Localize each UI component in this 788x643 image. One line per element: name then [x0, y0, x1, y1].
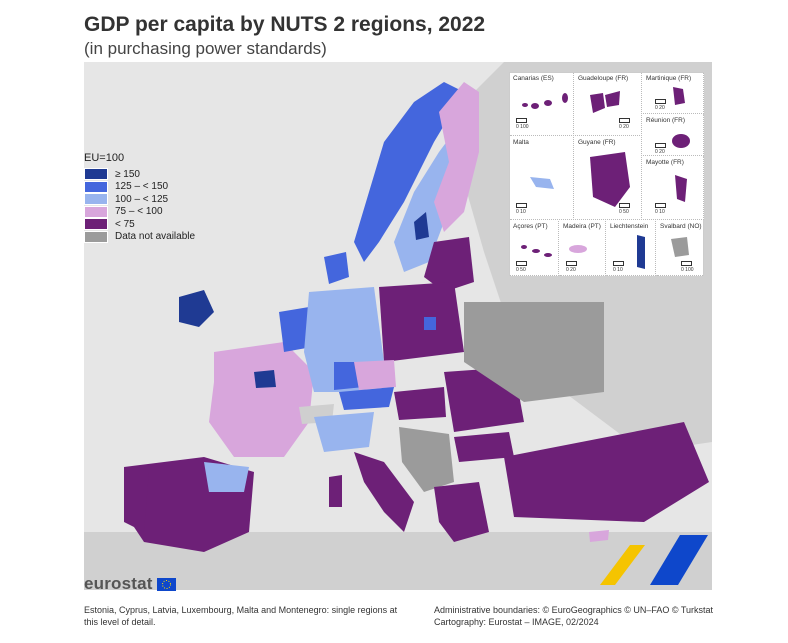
france-region [209, 342, 314, 457]
legend: EU=100 ≥ 150 125 – < 150 100 – < 125 75 … [84, 152, 195, 243]
liechtenstein-shape [637, 235, 645, 269]
legend-swatch [84, 230, 108, 243]
svalbard-shape [671, 237, 689, 257]
madeira-shape [569, 245, 587, 253]
scale-bar: 0 10 [613, 261, 624, 273]
eurostat-logo: eurostat [84, 574, 176, 594]
ukraine-region [464, 302, 604, 402]
africa-landmass [84, 532, 712, 590]
western-balkans-region [399, 427, 454, 492]
cyprus-region [589, 530, 609, 542]
guyane-shape [590, 152, 630, 207]
legend-label: 100 – < 125 [115, 193, 169, 205]
poland-region [379, 282, 464, 362]
logo-text: eurostat [84, 574, 153, 593]
legend-item: < 75 [84, 218, 195, 231]
inset-reunion: Réunion (FR) 0 20 [643, 115, 704, 156]
bulgaria-region [454, 432, 514, 462]
scale-bar: 0 20 [655, 143, 666, 155]
malta-shape [530, 177, 554, 189]
legend-label: ≥ 150 [115, 168, 140, 180]
legend-item: 125 – < 150 [84, 180, 195, 194]
eu-flag-icon [156, 577, 176, 591]
legend-label: Data not available [115, 231, 196, 243]
mayotte-shape [675, 175, 687, 202]
legend-swatch [84, 193, 108, 206]
inset-acores: Açores (PT) 0 50 [510, 221, 559, 276]
scale-bar: 0 20 [655, 99, 666, 111]
legend-label: 75 – < 100 [115, 206, 163, 218]
finland-region [434, 82, 479, 232]
inset-madeira: Madeira (PT) 0 20 [560, 221, 606, 276]
inset-svalbard: Svalbard (NO) 0 100 [657, 221, 703, 276]
inset-guadeloupe: Guadeloupe (FR) 0 20 [575, 73, 642, 136]
legend-swatch [84, 180, 108, 193]
italy-south-region [354, 452, 414, 532]
inset-mayotte: Mayotte (FR) 0 10 [643, 157, 704, 220]
map-title: GDP per capita by NUTS 2 regions, 2022 [84, 13, 486, 36]
stockholm-region [414, 212, 429, 240]
denmark-region [324, 252, 349, 284]
scale-bar: 0 20 [619, 118, 630, 130]
turkey-region [504, 422, 709, 522]
inset-maps-panel: Canarias (ES) 0 100 Guadeloupe (FR) 0 20… [509, 72, 704, 276]
legend-item: 75 – < 100 [84, 205, 195, 219]
scale-bar: 0 100 [516, 118, 529, 130]
warsaw-region [424, 317, 436, 330]
inset-martinique: Martinique (FR) 0 20 [643, 73, 704, 114]
czechia-region [354, 360, 396, 390]
hungary-region [394, 387, 446, 420]
austria-region [339, 387, 394, 410]
footnote: Estonia, Cyprus, Latvia, Luxembourg, Mal… [84, 605, 398, 627]
scale-bar: 0 50 [516, 261, 527, 273]
canarias-shape [522, 93, 568, 109]
scale-bar: 0 20 [566, 261, 577, 273]
legend-item: ≥ 150 [84, 168, 195, 181]
scale-bar: 0 10 [516, 203, 527, 215]
portugal-region [124, 472, 149, 532]
legend-title: EU=100 [84, 152, 125, 164]
italy-north-region [314, 412, 374, 452]
greece-region [434, 482, 489, 542]
spain-northeast-region [204, 462, 249, 492]
benelux-region [279, 307, 312, 352]
inset-liechtenstein: Liechtenstein 0 10 [607, 221, 656, 276]
paris-region [254, 370, 276, 388]
legend-item: 100 – < 125 [84, 193, 195, 206]
scale-bar: 0 100 [681, 261, 694, 273]
legend-label: 125 – < 150 [115, 181, 169, 193]
scale-bar: 0 50 [619, 203, 630, 215]
decorative-stripes [600, 535, 708, 585]
baltics-region [424, 237, 474, 292]
ireland-region [179, 290, 214, 327]
legend-item: Data not available [84, 230, 196, 244]
inset-canarias: Canarias (ES) 0 100 [510, 73, 574, 136]
sardinia-region [329, 475, 342, 507]
credits: Administrative boundaries: © EuroGeograp… [434, 605, 714, 627]
legend-label: < 75 [115, 218, 135, 230]
reunion-shape [672, 134, 690, 148]
inset-malta: Malta 0 10 [510, 137, 574, 220]
legend-swatch [84, 168, 108, 181]
sweden-region [394, 132, 464, 272]
martinique-shape [673, 87, 685, 105]
acores-shape [521, 245, 552, 257]
map-subtitle: (in purchasing power standards) [84, 39, 327, 58]
guadeloupe-shape [590, 91, 620, 113]
inset-guyane: Guyane (FR) 0 50 [575, 137, 642, 220]
scale-bar: 0 10 [655, 203, 666, 215]
norway-region [354, 82, 464, 262]
legend-swatch [84, 218, 108, 231]
legend-swatch [84, 205, 108, 218]
